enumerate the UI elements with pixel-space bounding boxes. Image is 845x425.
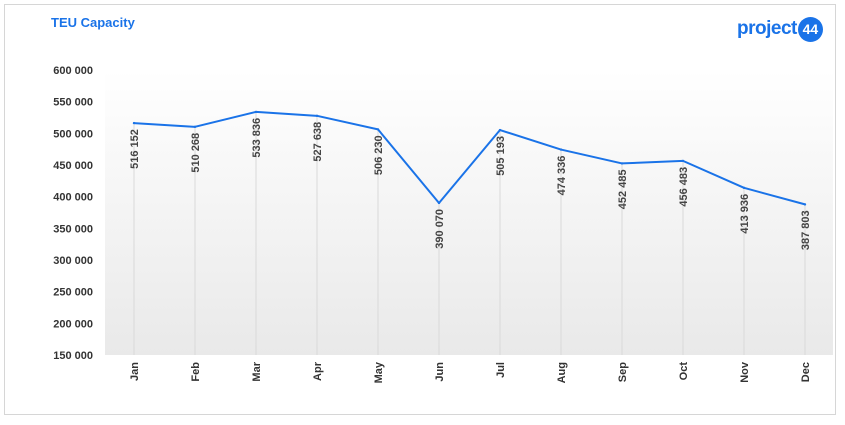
logo-text: project (737, 18, 797, 39)
value-label: 474 336 (556, 156, 568, 196)
value-label: 387 803 (800, 210, 812, 250)
value-label: 456 483 (678, 167, 690, 207)
x-tick-label: May (373, 361, 385, 383)
value-label: 413 936 (739, 194, 751, 234)
project44-logo: project 44 (737, 14, 823, 44)
x-tick-label: Apr (312, 361, 324, 381)
y-tick-label: 450 000 (53, 160, 93, 172)
data-point (254, 110, 258, 114)
value-label: 510 268 (190, 133, 202, 173)
data-point (681, 159, 685, 163)
data-point (132, 121, 136, 125)
series-line (133, 110, 806, 206)
y-tick-label: 300 000 (53, 255, 93, 267)
series-line-group (132, 110, 807, 206)
x-tick-label: Jul (495, 362, 507, 378)
data-point (315, 114, 319, 118)
x-axis: Jan Feb Mar Apr May Jun Jul Aug Sep Oct Nov Dec (129, 361, 812, 383)
logo-badge: 44 (797, 16, 823, 42)
x-tick-label: Mar (251, 361, 263, 381)
chart-title: TEU Capacity (51, 15, 135, 30)
data-point (376, 128, 380, 131)
y-tick-label: 500 000 (53, 128, 93, 140)
y-axis: 150 000 200 000 250 000 300 000 350 000 400 0… (53, 65, 93, 362)
data-point (620, 162, 624, 165)
x-tick-label: Oct (678, 362, 690, 381)
data-point (193, 125, 197, 129)
y-tick-label: 350 000 (53, 223, 93, 235)
value-label: 533 836 (251, 118, 263, 158)
value-labels: 516 152 510 268 533 836 527 638 506 230 390 0… (129, 118, 812, 250)
x-tick-label: Feb (190, 362, 202, 382)
x-tick-label: Jan (129, 362, 141, 381)
x-tick-label: Aug (556, 362, 568, 383)
y-tick-label: 150 000 (53, 350, 93, 362)
data-point (803, 203, 807, 206)
y-tick-label: 200 000 (53, 318, 93, 330)
value-label: 527 638 (312, 122, 324, 162)
value-label: 390 070 (434, 209, 446, 249)
x-tick-label: Nov (739, 361, 751, 383)
drop-lines (133, 111, 806, 355)
value-label: 516 152 (129, 129, 141, 169)
x-tick-label: Dec (800, 362, 812, 382)
data-point (742, 186, 746, 190)
value-label: 452 485 (617, 169, 629, 209)
y-tick-label: 400 000 (53, 192, 93, 204)
data-point (559, 148, 563, 151)
x-tick-label: Sep (617, 362, 629, 382)
y-tick-label: 250 000 (53, 287, 93, 299)
value-label: 506 230 (373, 135, 385, 175)
x-tick-label: Jun (434, 362, 446, 382)
y-tick-label: 550 000 (53, 97, 93, 109)
data-point (437, 201, 441, 205)
y-tick-label: 600 000 (53, 65, 93, 77)
value-label: 505 193 (495, 136, 507, 176)
plot-area (105, 70, 833, 355)
data-point (498, 128, 502, 132)
